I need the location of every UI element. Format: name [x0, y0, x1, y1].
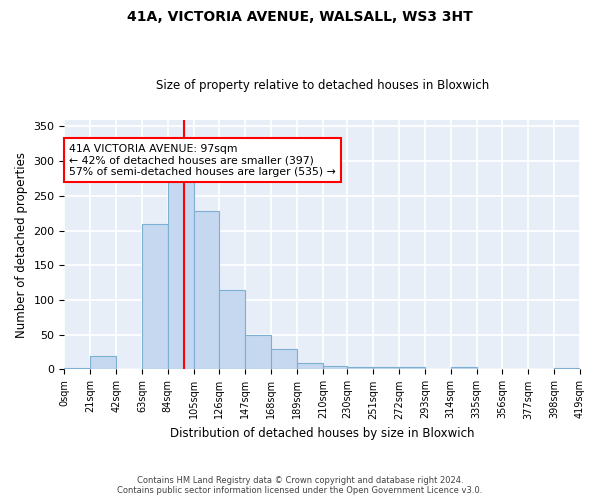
- Bar: [64, 368, 90, 370]
- Text: Contains HM Land Registry data © Crown copyright and database right 2024.
Contai: Contains HM Land Registry data © Crown c…: [118, 476, 482, 495]
- Bar: [451, 366, 476, 370]
- Bar: [90, 356, 116, 370]
- Bar: [220, 290, 245, 370]
- Bar: [347, 366, 373, 370]
- X-axis label: Distribution of detached houses by size in Bloxwich: Distribution of detached houses by size …: [170, 427, 475, 440]
- Bar: [194, 211, 220, 370]
- Bar: [142, 224, 168, 370]
- Title: Size of property relative to detached houses in Bloxwich: Size of property relative to detached ho…: [155, 79, 489, 92]
- Bar: [373, 366, 399, 370]
- Bar: [271, 350, 297, 370]
- Bar: [168, 178, 194, 370]
- Bar: [399, 368, 425, 370]
- Bar: [297, 363, 323, 370]
- Text: 41A, VICTORIA AVENUE, WALSALL, WS3 3HT: 41A, VICTORIA AVENUE, WALSALL, WS3 3HT: [127, 10, 473, 24]
- Text: 41A VICTORIA AVENUE: 97sqm
← 42% of detached houses are smaller (397)
57% of sem: 41A VICTORIA AVENUE: 97sqm ← 42% of deta…: [70, 144, 336, 177]
- Bar: [245, 334, 271, 370]
- Bar: [323, 366, 347, 370]
- Bar: [502, 369, 529, 370]
- Y-axis label: Number of detached properties: Number of detached properties: [15, 152, 28, 338]
- Bar: [554, 368, 580, 370]
